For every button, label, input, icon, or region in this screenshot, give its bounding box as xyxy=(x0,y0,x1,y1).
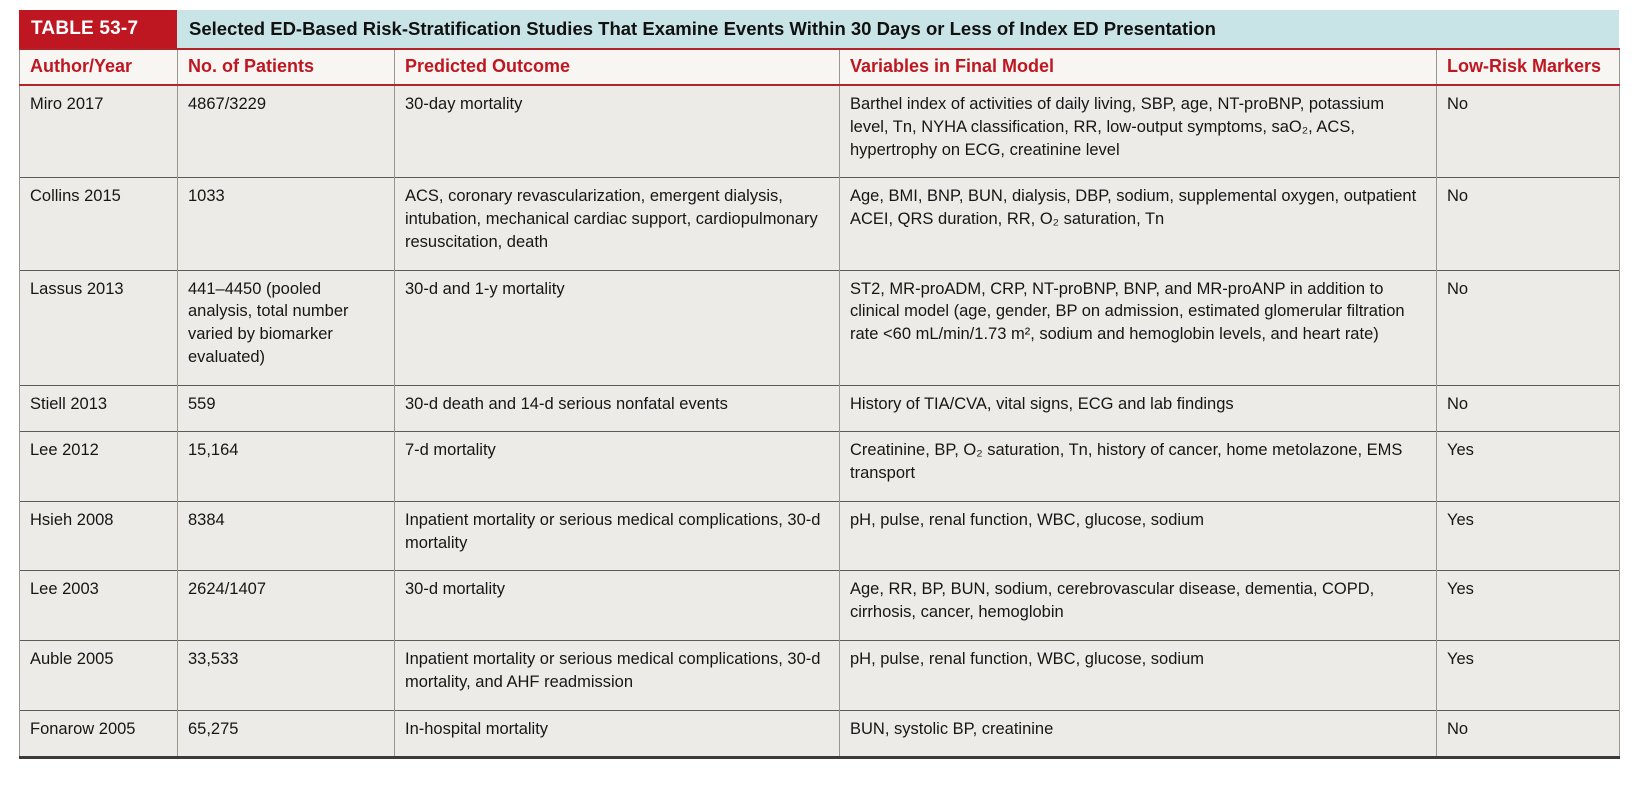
table-cell: Hsieh 2008 xyxy=(19,500,178,571)
table-cell: 30-d and 1-y mortality xyxy=(394,269,840,386)
table-cell: 7-d mortality xyxy=(394,431,840,502)
table-cell: 33,533 xyxy=(177,640,395,711)
table-cell: Lee 2003 xyxy=(19,570,178,641)
table-cell: Lee 2012 xyxy=(19,431,178,502)
table-cell: No xyxy=(1436,177,1620,271)
table-cell: pH, pulse, renal function, WBC, glucose,… xyxy=(839,500,1437,571)
column-header-variables-final-model: Variables in Final Model xyxy=(839,48,1437,86)
table-cell: ST2, MR-proADM, CRP, NT-proBNP, BNP, and… xyxy=(839,269,1437,386)
table-cell: pH, pulse, renal function, WBC, glucose,… xyxy=(839,640,1437,711)
table-cell: 1033 xyxy=(177,177,395,271)
table-row: Lee 2003 2624/1407 30-d mortality Age, R… xyxy=(19,570,1620,641)
table-cell: Stiell 2013 xyxy=(19,384,178,432)
table-cell: Yes xyxy=(1436,431,1620,502)
table-head: Author/Year No. of Patients Predicted Ou… xyxy=(19,48,1620,86)
column-header-author-year: Author/Year xyxy=(19,48,178,86)
table-cell: No xyxy=(1436,85,1620,178)
table-cell: Miro 2017 xyxy=(19,85,178,178)
table-cell: 15,164 xyxy=(177,431,395,502)
table-cell: Age, RR, BP, BUN, sodium, cerebrovascula… xyxy=(839,570,1437,641)
column-header-no-of-patients: No. of Patients xyxy=(177,48,395,86)
column-header-low-risk-markers: Low-Risk Markers xyxy=(1436,48,1620,86)
table-row: Lee 2012 15,164 7-d mortality Creatinine… xyxy=(19,431,1620,502)
table-cell: No xyxy=(1436,709,1620,758)
table-cell: Creatinine, BP, O₂ saturation, Tn, histo… xyxy=(839,431,1437,502)
table-cell: 30-d mortality xyxy=(394,570,840,641)
data-table: Author/Year No. of Patients Predicted Ou… xyxy=(19,48,1620,760)
risk-stratification-table: TABLE 53-7 Selected ED-Based Risk-Strati… xyxy=(19,10,1620,760)
table-cell: No xyxy=(1436,384,1620,432)
table-cell: Fonarow 2005 xyxy=(19,709,178,758)
table-cell: 441–4450 (pooled analysis, total number … xyxy=(177,269,395,386)
table-cell: Barthel index of activities of daily liv… xyxy=(839,85,1437,178)
table-cell: BUN, systolic BP, creatinine xyxy=(839,709,1437,758)
table-cell: 8384 xyxy=(177,500,395,571)
table-cell: Yes xyxy=(1436,570,1620,641)
table-cell: Inpatient mortality or serious medical c… xyxy=(394,500,840,571)
table-cell: 559 xyxy=(177,384,395,432)
table-cell: Age, BMI, BNP, BUN, dialysis, DBP, sodiu… xyxy=(839,177,1437,271)
table-cell: Lassus 2013 xyxy=(19,269,178,386)
table-body: Miro 2017 4867/3229 30-day mortality Bar… xyxy=(19,85,1620,758)
table-number-tag: TABLE 53-7 xyxy=(19,10,177,48)
table-cell: In-hospital mortality xyxy=(394,709,840,758)
table-cell: 30-d death and 14-d serious nonfatal eve… xyxy=(394,384,840,432)
table-row: Auble 2005 33,533 Inpatient mortality or… xyxy=(19,640,1620,711)
table-row: Stiell 2013 559 30-d death and 14-d seri… xyxy=(19,384,1620,432)
table-cell: 4867/3229 xyxy=(177,85,395,178)
table-cell: 30-day mortality xyxy=(394,85,840,178)
table-row: Fonarow 2005 65,275 In-hospital mortalit… xyxy=(19,709,1620,758)
table-cell: Yes xyxy=(1436,640,1620,711)
table-cell: Yes xyxy=(1436,500,1620,571)
table-row: Miro 2017 4867/3229 30-day mortality Bar… xyxy=(19,85,1620,178)
header-row: Author/Year No. of Patients Predicted Ou… xyxy=(19,48,1620,86)
table-row: Lassus 2013 441–4450 (pooled analysis, t… xyxy=(19,269,1620,386)
table-cell: ACS, coronary revascularization, emergen… xyxy=(394,177,840,271)
column-header-predicted-outcome: Predicted Outcome xyxy=(394,48,840,86)
table-header-band: TABLE 53-7 Selected ED-Based Risk-Strati… xyxy=(19,10,1619,48)
table-cell: History of TIA/CVA, vital signs, ECG and… xyxy=(839,384,1437,432)
table-cell: No xyxy=(1436,269,1620,386)
table-row: Collins 2015 1033 ACS, coronary revascul… xyxy=(19,177,1620,271)
table-title: Selected ED-Based Risk-Stratification St… xyxy=(177,10,1619,48)
table-cell: Collins 2015 xyxy=(19,177,178,271)
table-cell: Inpatient mortality or serious medical c… xyxy=(394,640,840,711)
table-cell: 2624/1407 xyxy=(177,570,395,641)
table-cell: Auble 2005 xyxy=(19,640,178,711)
table-cell: 65,275 xyxy=(177,709,395,758)
table-row: Hsieh 2008 8384 Inpatient mortality or s… xyxy=(19,500,1620,571)
